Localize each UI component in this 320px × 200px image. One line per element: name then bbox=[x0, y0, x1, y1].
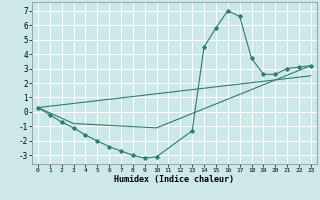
X-axis label: Humidex (Indice chaleur): Humidex (Indice chaleur) bbox=[115, 175, 234, 184]
